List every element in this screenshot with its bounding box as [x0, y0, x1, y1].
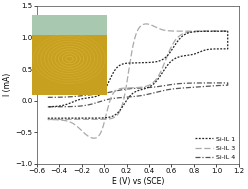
- Si-IL 1: [187, 32, 190, 34]
- Y-axis label: I (mA): I (mA): [3, 73, 12, 96]
- Si-IL 4: [133, 87, 136, 89]
- Si-IL 3: [133, 87, 136, 89]
- Si-IL 1: [177, 40, 180, 42]
- Si-IL 1: [68, 117, 71, 119]
- Si-IL 1: [226, 30, 229, 32]
- Si-IL 1: [46, 106, 49, 108]
- Si-IL 1: [46, 117, 49, 119]
- Bar: [32, 35, 107, 94]
- Si-IL 1: [197, 30, 200, 33]
- Si-IL 4: [46, 106, 49, 108]
- Si-IL 4: [197, 82, 200, 84]
- Si-IL 4: [96, 93, 99, 95]
- Si-IL 1: [96, 95, 99, 97]
- Line: Si-IL 4: Si-IL 4: [48, 83, 228, 107]
- Si-IL 4: [226, 82, 229, 84]
- Line: Si-IL 1: Si-IL 1: [48, 31, 228, 118]
- Legend: Si-IL 1, Si-IL 3, Si-IL 4: Si-IL 1, Si-IL 3, Si-IL 4: [195, 136, 236, 160]
- X-axis label: E (V) vs (SCE): E (V) vs (SCE): [112, 177, 164, 186]
- Si-IL 3: [177, 36, 180, 38]
- Si-IL 3: [187, 31, 190, 33]
- Bar: [32, 15, 107, 35]
- Line: Si-IL 3: Si-IL 3: [48, 24, 228, 138]
- Si-IL 3: [92, 137, 95, 139]
- Si-IL 4: [68, 105, 71, 108]
- Si-IL 3: [46, 118, 49, 121]
- Si-IL 1: [133, 62, 136, 64]
- Si-IL 3: [46, 118, 49, 121]
- Si-IL 3: [68, 118, 71, 121]
- Si-IL 4: [187, 82, 190, 84]
- Si-IL 4: [177, 83, 180, 85]
- Si-IL 3: [145, 23, 148, 25]
- Si-IL 3: [197, 30, 200, 33]
- Si-IL 4: [46, 96, 49, 98]
- Si-IL 3: [96, 136, 99, 138]
